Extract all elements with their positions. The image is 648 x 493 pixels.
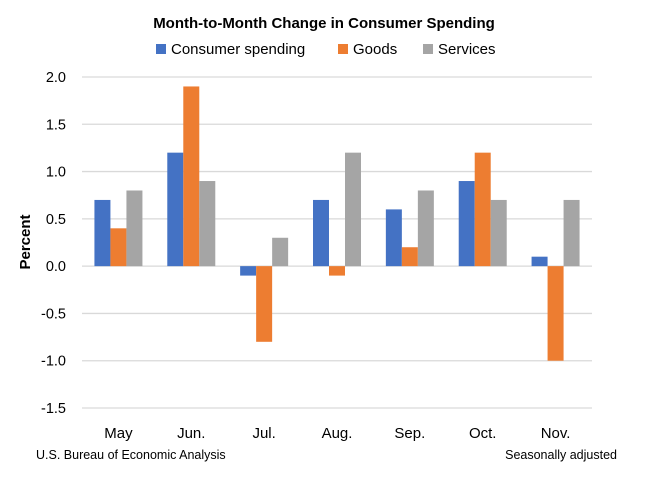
- bar-goods-jun: [183, 86, 200, 267]
- footnote-source: U.S. Bureau of Economic Analysis: [36, 448, 226, 462]
- bar-consumer-spending-jul: [240, 266, 257, 276]
- chart-title: Month-to-Month Change in Consumer Spendi…: [153, 15, 495, 32]
- bar-goods-jul: [256, 266, 273, 342]
- legend-swatch: [338, 44, 348, 54]
- y-tick-label: 0.0: [46, 259, 66, 275]
- legend-swatch: [423, 44, 433, 54]
- x-tick-label: Sep.: [394, 425, 425, 442]
- bar-services-aug: [345, 152, 361, 267]
- x-tick-label: Oct.: [469, 425, 497, 442]
- bar-consumer-spending-oct: [458, 181, 475, 267]
- x-tick-label: Aug.: [322, 425, 353, 442]
- y-tick-label: 1.0: [46, 165, 66, 181]
- legend-label: Consumer spending: [171, 41, 305, 58]
- y-tick-label: -1.5: [41, 401, 66, 417]
- x-axis-ticks: May Jun. Jul. Aug. Sep. Oct. Nov.: [104, 425, 570, 442]
- x-tick-label: Jul.: [252, 425, 275, 442]
- bars: [94, 86, 580, 361]
- x-tick-label: May: [104, 425, 133, 442]
- y-axis-ticks: 2.0 1.5 1.0 0.5 0.0 -0.5 -1.0 -1.5: [41, 70, 66, 417]
- bar-consumer-spending-may: [94, 199, 111, 267]
- bar-services-sep: [417, 190, 434, 267]
- bar-consumer-spending-jun: [167, 152, 184, 267]
- bar-goods-sep: [401, 247, 418, 267]
- y-axis-label: Percent: [17, 214, 34, 269]
- bar-goods-may: [110, 228, 127, 267]
- gridlines: [82, 76, 592, 409]
- x-tick-label: Jun.: [177, 425, 205, 442]
- legend: Consumer spending Goods Services: [156, 41, 496, 58]
- legend-label: Services: [438, 41, 496, 58]
- bar-services-jul: [272, 237, 289, 267]
- y-tick-label: -1.0: [41, 354, 66, 370]
- bar-goods-nov: [547, 266, 564, 361]
- bar-goods-oct: [474, 152, 491, 267]
- y-tick-label: 2.0: [46, 70, 66, 86]
- bar-services-nov: [563, 199, 580, 267]
- legend-label: Goods: [353, 41, 397, 58]
- bar-services-oct: [490, 199, 507, 267]
- x-tick-label: Nov.: [541, 425, 571, 442]
- y-tick-label: 1.5: [46, 117, 66, 133]
- y-tick-label: -0.5: [41, 306, 66, 322]
- bar-consumer-spending-sep: [385, 209, 402, 267]
- bar-services-may: [126, 190, 143, 267]
- legend-swatch: [156, 44, 166, 54]
- bar-services-jun: [199, 181, 216, 267]
- bar-goods-aug: [329, 266, 345, 276]
- bar-consumer-spending-aug: [313, 199, 329, 267]
- bar-consumer-spending-nov: [531, 256, 548, 267]
- footnote-seasonal: Seasonally adjusted: [505, 448, 617, 462]
- y-tick-label: 0.5: [46, 212, 66, 228]
